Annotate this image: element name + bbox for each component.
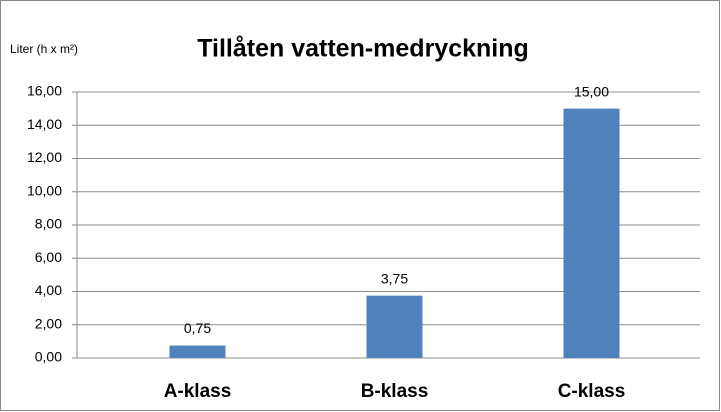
y-axis-label: Liter (h x m²) [10,42,78,56]
y-tick-label: 4,00 [35,282,62,298]
bar [366,295,423,358]
chart-title: Tillåten vatten-medryckning [197,35,529,63]
value-label: 15,00 [574,83,609,99]
bar [563,108,620,358]
value-label: 0,75 [184,320,211,336]
x-tick-label: C-klass [558,381,626,402]
y-tick-label: 12,00 [27,149,62,165]
value-label: 3,75 [381,270,408,286]
y-tick-label: 2,00 [35,315,62,331]
y-tick-label: 6,00 [35,249,62,265]
x-tick-label: A-klass [164,381,232,402]
y-tick-label: 8,00 [35,216,62,232]
bar [169,345,226,358]
y-tick-label: 14,00 [27,116,62,132]
y-tick-label: 16,00 [27,83,62,99]
x-tick-label: B-klass [361,381,429,402]
y-tick-label: 10,00 [27,182,62,198]
y-tick-label: 0,00 [35,349,62,365]
